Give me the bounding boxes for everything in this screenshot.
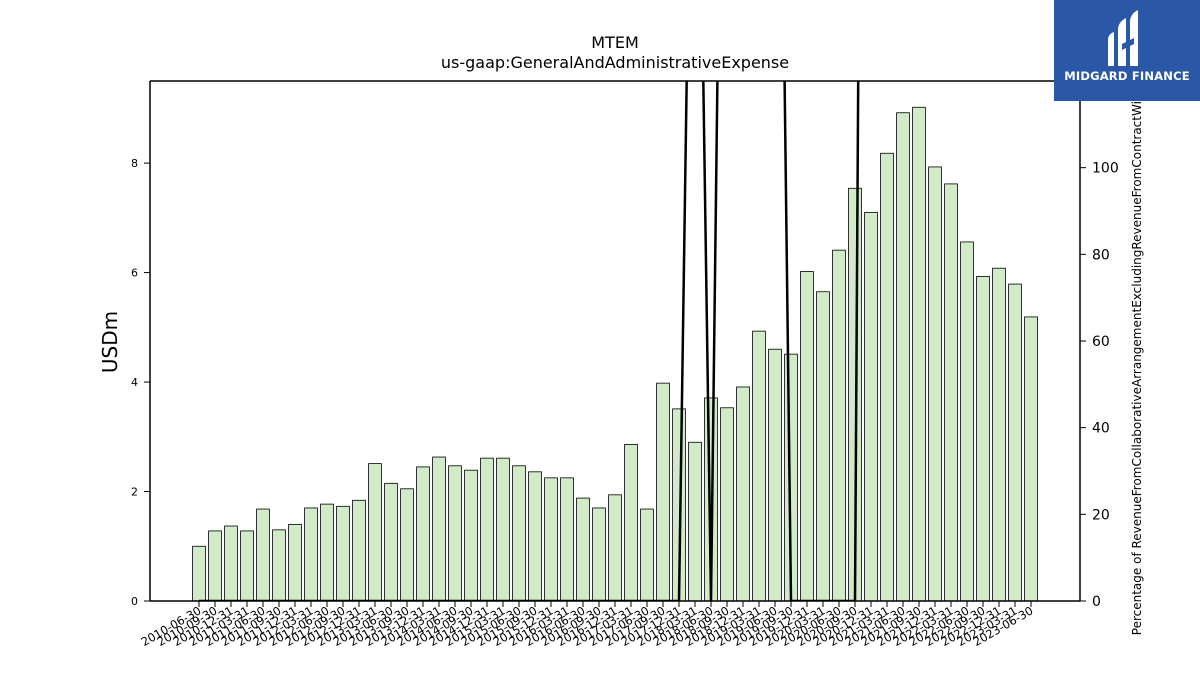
bar [992, 267, 1006, 602]
bar [496, 457, 510, 602]
bar [512, 465, 526, 602]
midgard-logo-icon [1108, 10, 1138, 66]
y-axis-label: USDm [98, 311, 122, 373]
bar [576, 497, 590, 602]
bar [944, 183, 958, 602]
bar [656, 382, 670, 602]
logo-text: MIDGARD FINANCE [1064, 69, 1190, 83]
bar [736, 386, 750, 602]
bar [288, 523, 302, 602]
bar [976, 276, 990, 602]
bar [432, 456, 446, 602]
bar [560, 477, 574, 602]
bar [304, 507, 318, 602]
bar [384, 482, 398, 602]
bar [608, 494, 622, 602]
bar [400, 488, 414, 602]
y2-tick-label: 60 [1092, 334, 1110, 350]
bar [752, 330, 766, 602]
y2-axis-label: Percentage of RevenueFromCollaborativeAr… [1130, 89, 1144, 635]
bar [864, 211, 878, 602]
brand-logo: MIDGARD FINANCE [1054, 0, 1200, 101]
bar [240, 530, 254, 602]
chart-title: MTEM [591, 33, 639, 52]
bar [800, 271, 814, 602]
bar [256, 508, 270, 602]
bar [336, 505, 350, 602]
bar [624, 444, 638, 602]
y-tick-label: 6 [131, 267, 138, 280]
y-tick-label: 8 [131, 157, 138, 170]
y2-tick-label: 100 [1092, 161, 1119, 177]
bar [544, 477, 558, 602]
y-tick-label: 2 [131, 486, 138, 499]
bar [448, 465, 462, 602]
bar [224, 525, 238, 602]
bar [816, 291, 830, 602]
bar [352, 499, 366, 602]
bar [416, 466, 430, 602]
bar [688, 441, 702, 602]
bar-series [192, 106, 1038, 602]
bar [1024, 316, 1038, 602]
y-tick-label: 0 [131, 595, 138, 608]
bar [464, 469, 478, 602]
bar [368, 463, 382, 602]
y-axis-right: 0 20 40 60 80 100 [1080, 161, 1119, 610]
bar [960, 241, 974, 602]
bar [592, 507, 606, 602]
bar [640, 508, 654, 602]
bar [880, 152, 894, 602]
bar [912, 106, 926, 602]
bar [192, 545, 206, 602]
x-axis: 2010-06-302010-09-302010-12-312011-03-31… [139, 601, 1036, 649]
bar [272, 529, 286, 602]
bar [896, 112, 910, 602]
bar [928, 166, 942, 602]
bar [480, 457, 494, 602]
bar [720, 407, 734, 602]
y2-tick-label: 80 [1092, 247, 1110, 263]
y-tick-label: 4 [131, 376, 138, 389]
y2-tick-label: 40 [1092, 421, 1110, 437]
bar [1008, 283, 1022, 602]
bar [320, 503, 334, 602]
bar [768, 348, 782, 602]
y2-tick-label: 0 [1092, 594, 1101, 610]
bar [528, 471, 542, 602]
chart-subtitle: us-gaap:GeneralAndAdministrativeExpense [441, 53, 789, 72]
bar [832, 249, 846, 602]
y-axis-left: 0 2 4 6 8 [131, 157, 150, 608]
y2-tick-label: 20 [1092, 507, 1110, 523]
bar [208, 530, 222, 602]
